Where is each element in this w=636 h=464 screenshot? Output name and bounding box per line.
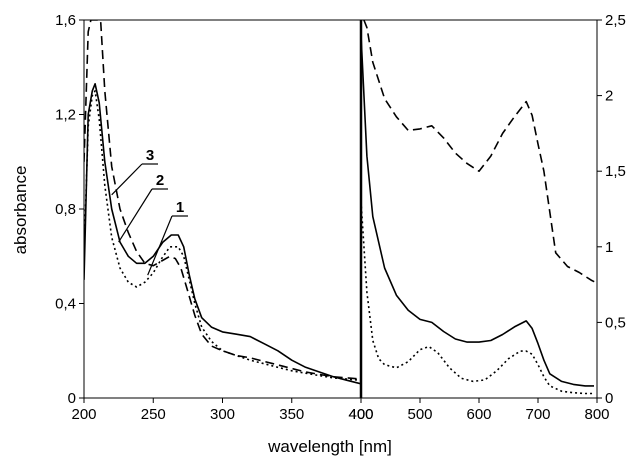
x-tick-label: 200 [71,406,96,423]
annotation-3-label: 3 [146,147,154,164]
y-tick-label: 1,6 [55,12,76,29]
series-2-right-line [361,201,594,395]
x-tick-label: 600 [466,406,491,423]
y-tick-label: 1,2 [55,107,76,124]
left-plot-frame [83,19,362,399]
series-3-left-line [84,20,361,380]
annotation-1-leader [147,215,173,276]
x-tick-label: 350 [279,406,304,423]
x-tick-label: 400 [348,406,373,423]
series-1-left-line [84,83,361,385]
annotation-2-leader [118,188,153,243]
annotation-1-label: 1 [176,199,184,216]
x-tick-label: 250 [141,406,166,423]
y-axis-title: absorbance [11,166,30,255]
y-tick-label: 0,4 [55,296,76,313]
y2-tick-label: 2,5 [605,12,626,29]
y2-tick-label: 0 [605,390,613,407]
series-3-right-line [363,20,597,284]
series-2-left-line [84,90,361,382]
y-tick-label: 0 [68,390,76,407]
y-tick-label: 0,8 [55,201,76,218]
series-annotations: 123 [111,20,363,398]
series-1-right-line [361,35,594,387]
x-tick-label: 700 [525,406,550,423]
x-tick-label: 500 [407,406,432,423]
left-panel: 200 250 300 350 400 0 0,4 0,8 1,2 1,6 [55,12,373,423]
x-axis-title: wavelength [nm] [267,437,392,456]
annotation-2-label: 2 [156,172,164,189]
x-tick-label: 400 [348,406,373,423]
x-tick-label: 300 [210,406,235,423]
y2-tick-label: 2 [605,88,613,105]
x-tick-label: 800 [584,406,609,423]
y2-tick-label: 1,5 [605,163,626,180]
y2-tick-label: 0,5 [605,314,626,331]
annotation-3-leader [111,163,143,196]
y2-tick-label: 1 [605,239,613,256]
